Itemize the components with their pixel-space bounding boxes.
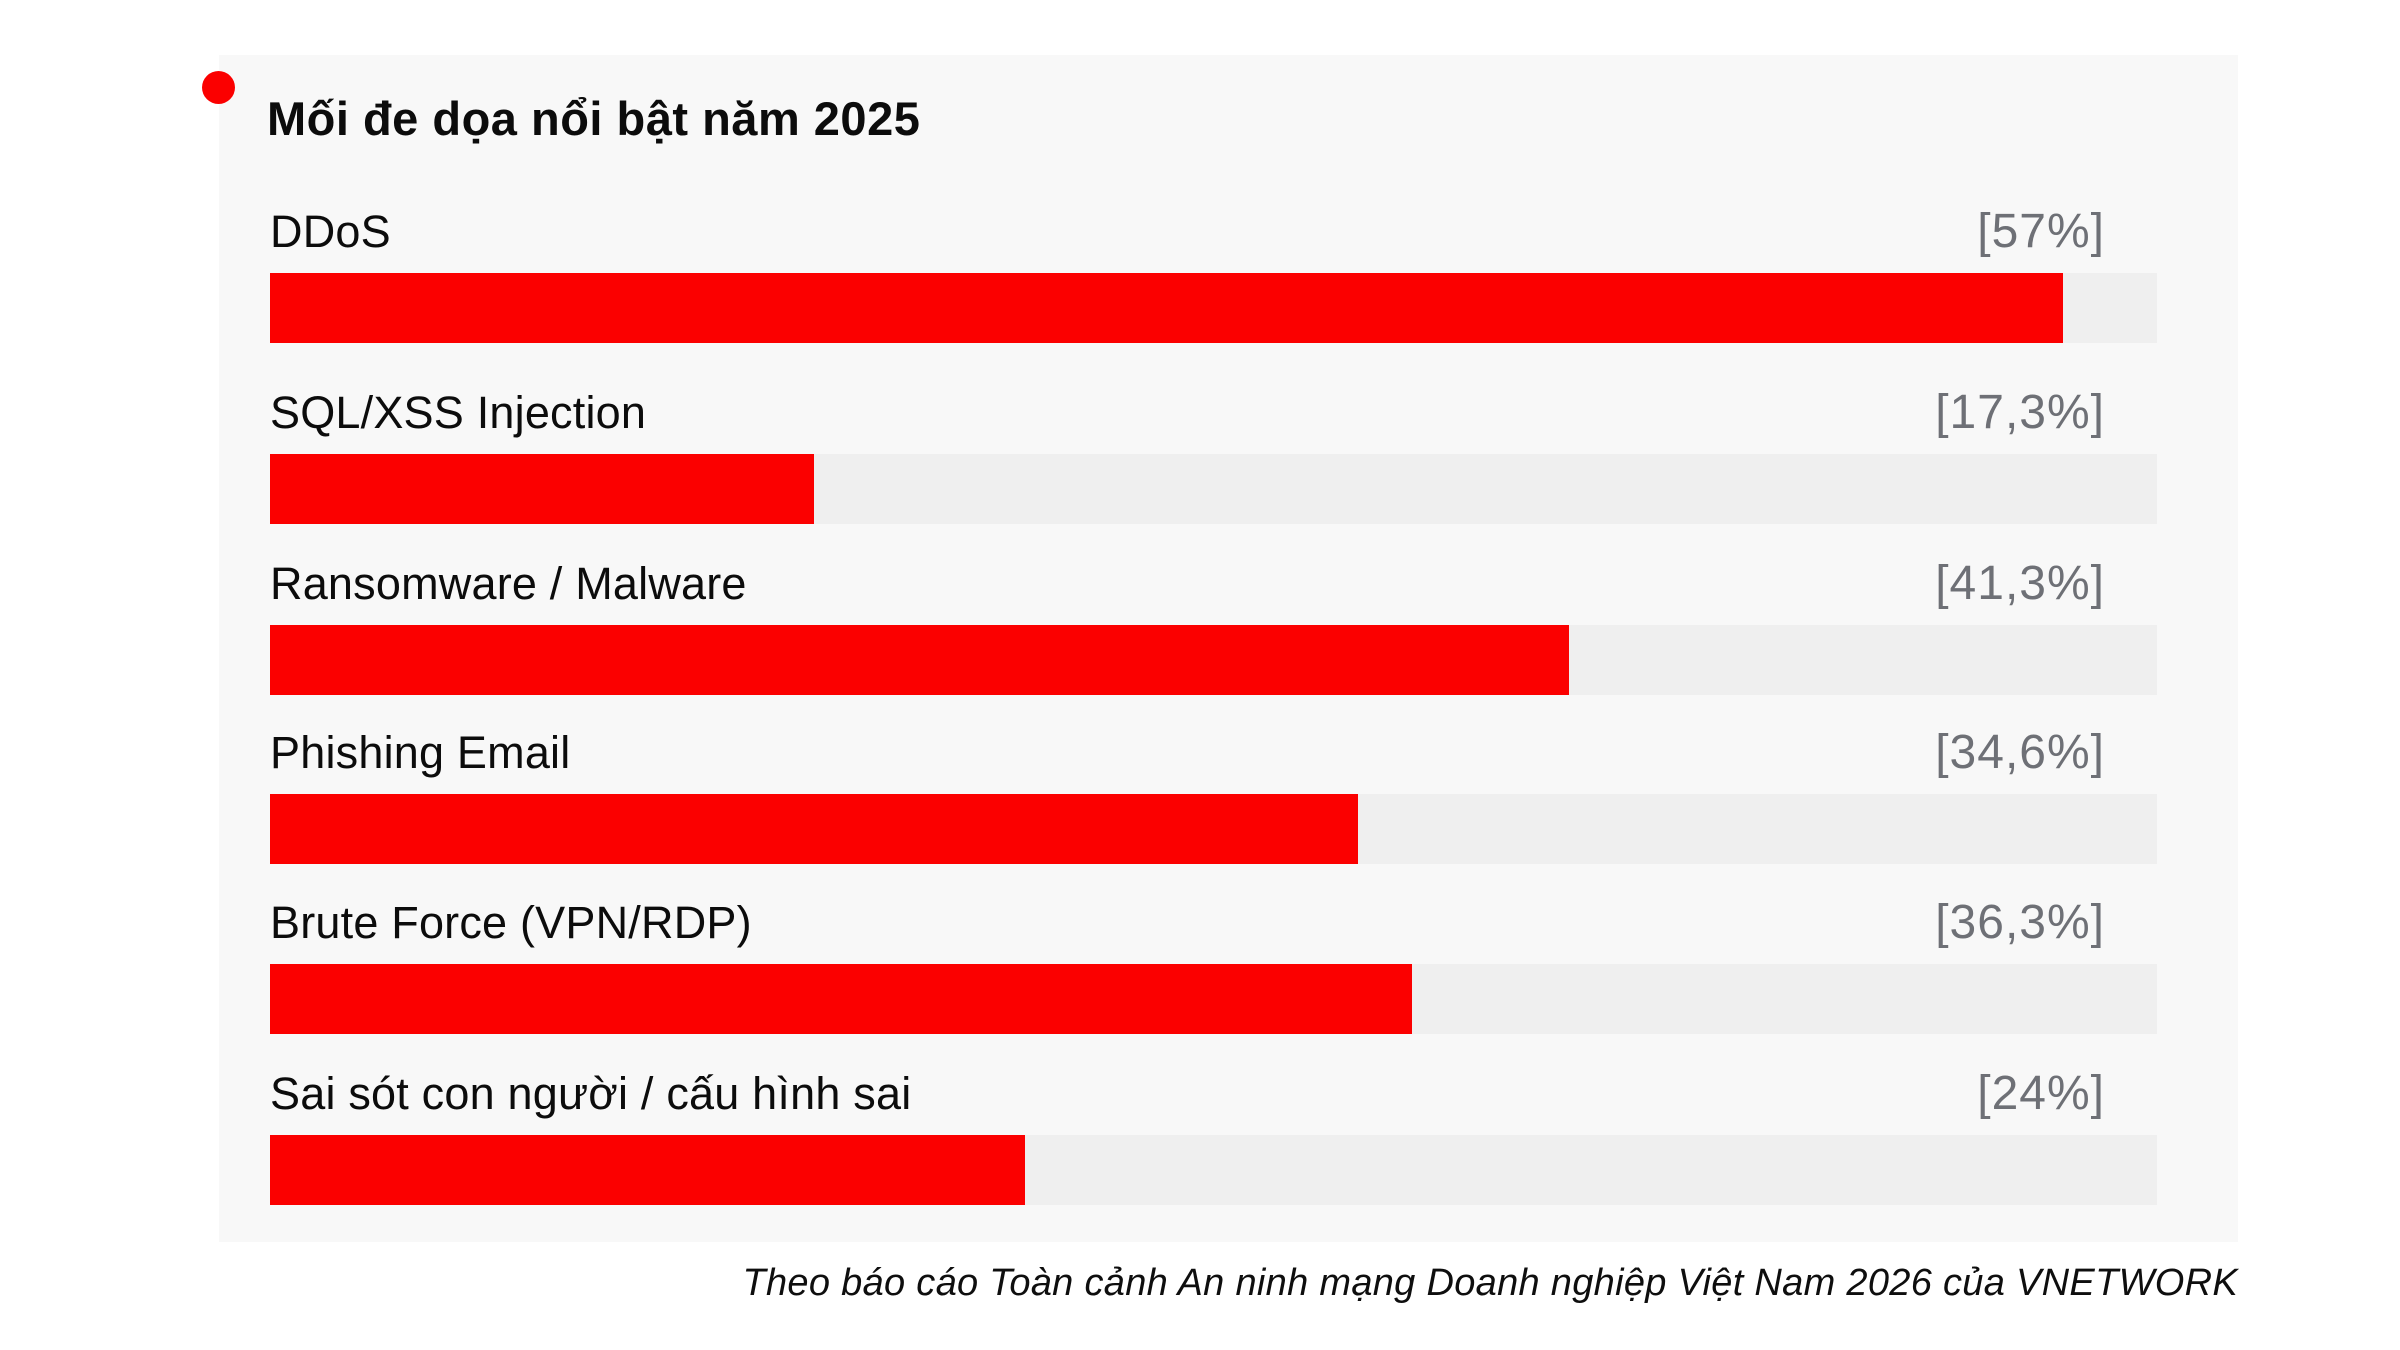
chart-row: DDoS [57%] <box>270 190 2157 343</box>
bar-fill <box>270 454 815 524</box>
category-label: SQL/XSS Injection <box>270 386 647 438</box>
chart-row: Sai sót con người / cấu hình sai [24%] <box>270 1052 2157 1205</box>
value-label: [36,3%] <box>1935 896 2105 949</box>
bar-fill <box>270 625 1569 695</box>
chart-row: Brute Force (VPN/RDP) [36,3%] <box>270 881 2157 1034</box>
row-header: SQL/XSS Injection [17,3%] <box>270 371 2157 454</box>
bar-track <box>270 454 2157 524</box>
row-header: DDoS [57%] <box>270 190 2157 273</box>
bullet-icon <box>202 71 235 104</box>
row-header: Phishing Email [34,6%] <box>270 711 2157 794</box>
row-header: Ransomware / Malware [41,3%] <box>270 542 2157 625</box>
chart-row: Phishing Email [34,6%] <box>270 711 2157 864</box>
category-label: Ransomware / Malware <box>270 557 747 609</box>
bar-track <box>270 273 2157 343</box>
value-label: [24%] <box>1977 1067 2105 1120</box>
category-label: Phishing Email <box>270 726 571 778</box>
bar-fill <box>270 1135 1025 1205</box>
bar-track <box>270 964 2157 1034</box>
category-label: Brute Force (VPN/RDP) <box>270 896 752 948</box>
bar-track <box>270 625 2157 695</box>
bar-fill <box>270 964 1412 1034</box>
bar-fill <box>270 794 1359 864</box>
bar-track <box>270 794 2157 864</box>
bar-track <box>270 1135 2157 1205</box>
value-label: [57%] <box>1977 205 2105 258</box>
category-label: DDoS <box>270 205 391 257</box>
value-label: [17,3%] <box>1935 386 2105 439</box>
source-note: Theo báo cáo Toàn cảnh An ninh mạng Doan… <box>742 1262 2238 1304</box>
chart-row: Ransomware / Malware [41,3%] <box>270 542 2157 695</box>
bar-fill <box>270 273 2063 343</box>
value-label: [34,6%] <box>1935 726 2105 779</box>
row-header: Brute Force (VPN/RDP) [36,3%] <box>270 881 2157 964</box>
category-label: Sai sót con người / cấu hình sai <box>270 1067 912 1119</box>
row-header: Sai sót con người / cấu hình sai [24%] <box>270 1052 2157 1135</box>
chart-title: Mối đe dọa nổi bật năm 2025 <box>267 92 921 146</box>
value-label: [41,3%] <box>1935 557 2105 610</box>
chart-row: SQL/XSS Injection [17,3%] <box>270 371 2157 524</box>
